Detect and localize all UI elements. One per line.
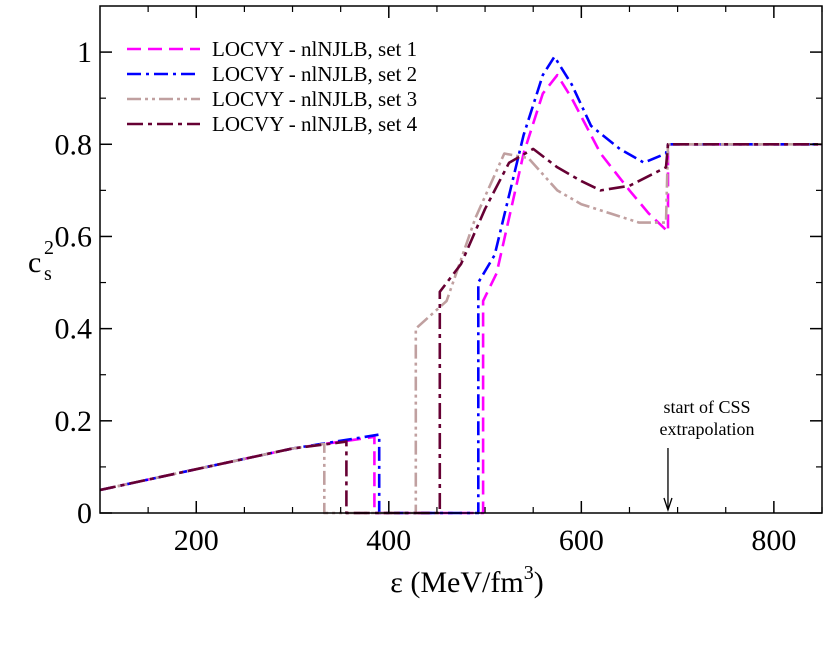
plot-frame [99,5,823,514]
legend-label-3: LOCVY - nlNJLB, set 3 [212,87,417,111]
legend-label-4: LOCVY - nlNJLB, set 4 [212,112,418,136]
x-axis-label-main: ε (MeV/fm [390,566,523,599]
annotation-line-2: extrapolation [660,419,755,439]
series-line-3 [99,143,822,515]
x-axis-label-close: ) [534,566,544,599]
x-axis-label: ε (MeV/fm3) [390,562,543,599]
x-axis-label-sup: 3 [524,562,534,584]
series-line-1 [99,73,822,515]
series-layer [99,55,822,515]
x-tick-label: 800 [751,524,796,557]
y-tick-label: 0 [77,497,92,530]
legend-label-2: LOCVY - nlNJLB, set 2 [212,62,417,86]
y-tick-label: 0.2 [55,405,93,438]
y-axis-label: c s 2 [28,237,54,285]
x-tick-label: 400 [366,524,411,557]
y-tick-label: 0.6 [55,220,93,253]
y-tick-label: 0.4 [55,313,93,346]
y-tick-label: 1 [77,36,92,69]
x-tick-label: 200 [174,524,219,557]
y-axis-label-base: c [28,246,41,279]
series-line-2 [99,55,822,515]
annotation-arrowhead [663,497,673,513]
ticks-layer: 200 400 600 800 0 0.2 0.4 0.6 0.8 1 [55,6,823,557]
x-tick-label: 600 [559,524,604,557]
y-axis-label-subscript: s [44,263,52,285]
legend-label-1: LOCVY - nlNJLB, set 1 [212,37,417,61]
y-axis-label-superscript: 2 [44,237,54,259]
series-line-4 [99,143,822,515]
annotation-line-1: start of CSS [663,397,750,417]
y-tick-label: 0.8 [55,128,93,161]
